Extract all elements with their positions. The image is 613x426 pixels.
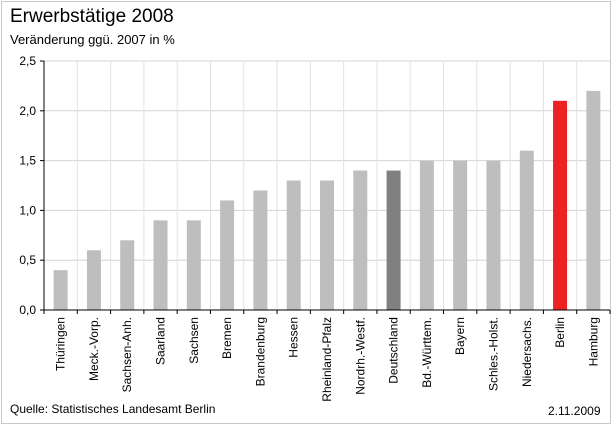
y-tick-label: 1,0: [19, 203, 36, 217]
bar: [153, 220, 168, 310]
chart-title: Erwerbstätige 2008: [10, 6, 174, 27]
bar: [553, 100, 568, 310]
x-tick-label: Deutschland: [387, 317, 401, 384]
bar: [519, 150, 534, 310]
x-tick-label: Sachsen-Anh.: [120, 317, 134, 392]
x-tick-label: Berlin: [553, 317, 567, 348]
bar: [253, 190, 268, 310]
x-tick-label: Bremen: [220, 317, 234, 359]
bar: [353, 170, 368, 310]
y-tick-labels: 0,0 0,5 1,0 1,5 2,0 2,5: [19, 54, 36, 317]
bar: [453, 160, 468, 310]
chart-subtitle: Veränderung ggü. 2007 in %: [10, 32, 175, 47]
y-tick-label: 0,5: [19, 253, 36, 267]
x-tick-label: Bayern: [453, 317, 467, 355]
bar: [486, 160, 501, 310]
x-tick-label: Sachsen: [187, 317, 201, 364]
source-note: Quelle: Statistisches Landesamt Berlin: [10, 402, 216, 416]
x-tick-label: Rheinland-Pfalz: [320, 317, 334, 402]
x-tick-label: Schles.-Holst.: [486, 317, 500, 391]
y-tick-label: 2,5: [19, 54, 36, 68]
x-tick-label: Thüringen: [54, 317, 68, 371]
x-tick-label: Saarland: [154, 317, 168, 365]
x-tick-label: Brandenburg: [253, 317, 267, 386]
bars: [53, 90, 601, 310]
bar: [53, 270, 68, 310]
x-tick-label: Niedersachs.: [520, 317, 534, 387]
date-stamp: 2.11.2009: [548, 404, 601, 418]
bar: [220, 200, 235, 310]
x-tick-label: Meck.-Vorp.: [87, 317, 101, 381]
x-tick-label: Nordrh.-Westf.: [353, 317, 367, 395]
x-tick-labels: Thüringen Meck.-Vorp. Sachsen-Anh. Saarland…: [54, 317, 601, 402]
x-tick-label: Bd.-Württem.: [420, 317, 434, 388]
x-tick-label: Hamburg: [586, 317, 600, 366]
axes: [40, 60, 611, 314]
x-tick-label: Hessen: [287, 317, 301, 358]
bar: [320, 180, 334, 310]
y-tick-label: 1,5: [19, 154, 36, 168]
bar: [419, 160, 434, 310]
bar: [86, 250, 101, 310]
bar: [186, 220, 201, 310]
bar: [386, 170, 401, 310]
y-tick-label: 2,0: [19, 104, 36, 118]
y-tick-label: 0,0: [19, 303, 36, 317]
bar: [120, 240, 135, 310]
bar: [286, 180, 301, 310]
bar: [586, 90, 601, 310]
